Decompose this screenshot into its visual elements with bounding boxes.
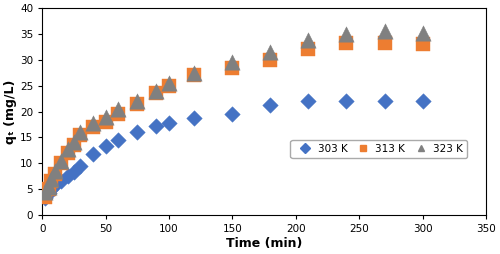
Point: [134, 130, 141, 134]
Point: [228, 66, 236, 70]
Point: [266, 103, 274, 107]
Point: [266, 50, 274, 54]
Point: [342, 41, 350, 45]
Point: [57, 179, 65, 183]
Point: [342, 99, 350, 103]
Point: [114, 107, 122, 111]
Point: [114, 112, 122, 116]
Point: [228, 60, 236, 65]
Point: [152, 89, 160, 93]
Point: [47, 179, 55, 183]
Point: [76, 130, 84, 134]
Point: [70, 143, 78, 147]
Point: [70, 170, 78, 174]
Point: [228, 112, 236, 116]
Point: [76, 164, 84, 168]
Point: [51, 172, 59, 176]
Point: [44, 187, 52, 191]
Point: [51, 183, 59, 187]
Point: [89, 152, 97, 156]
Point: [57, 161, 65, 165]
Point: [418, 42, 426, 46]
Point: [51, 169, 59, 173]
Point: [44, 185, 52, 189]
Point: [76, 133, 84, 137]
Point: [304, 38, 312, 42]
Point: [47, 177, 55, 181]
Point: [380, 29, 388, 34]
Point: [165, 81, 173, 85]
Point: [41, 195, 49, 199]
Point: [190, 71, 198, 75]
Point: [190, 116, 198, 120]
Point: [304, 99, 312, 103]
Point: [64, 147, 72, 151]
Point: [134, 102, 141, 106]
Point: [41, 190, 49, 194]
Y-axis label: qₜ (mg/L): qₜ (mg/L): [4, 80, 17, 144]
Point: [380, 99, 388, 103]
Point: [152, 91, 160, 96]
Point: [134, 99, 141, 103]
Point: [418, 99, 426, 103]
X-axis label: Time (min): Time (min): [226, 237, 302, 250]
Point: [152, 124, 160, 128]
Point: [47, 187, 55, 191]
Point: [70, 139, 78, 144]
Point: [102, 120, 110, 124]
Point: [304, 46, 312, 51]
Point: [266, 58, 274, 62]
Point: [418, 31, 426, 35]
Point: [57, 159, 65, 163]
Point: [64, 151, 72, 155]
Point: [114, 138, 122, 142]
Point: [41, 196, 49, 200]
Legend: 303 K, 313 K, 323 K: 303 K, 313 K, 323 K: [290, 140, 468, 158]
Point: [89, 125, 97, 129]
Point: [64, 174, 72, 178]
Point: [44, 191, 52, 195]
Point: [102, 144, 110, 148]
Point: [342, 32, 350, 36]
Point: [89, 121, 97, 125]
Point: [102, 115, 110, 119]
Point: [190, 73, 198, 77]
Point: [165, 121, 173, 125]
Point: [165, 84, 173, 88]
Point: [380, 41, 388, 45]
